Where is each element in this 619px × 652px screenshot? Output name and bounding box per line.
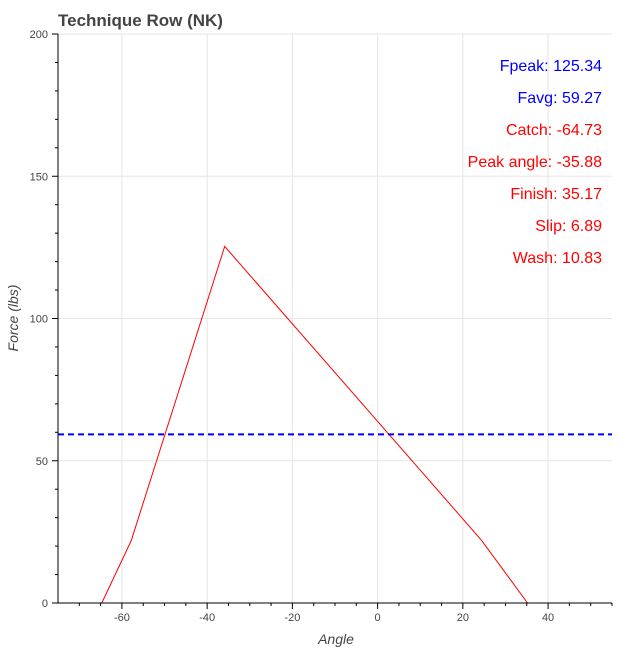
y-axis-label: Force (lbs) — [5, 285, 21, 352]
y-tick-label: 200 — [30, 29, 48, 41]
force-curve-line — [101, 245, 528, 604]
x-tick-label: 20 — [457, 612, 469, 624]
annotation-label: Peak angle: -35.88 — [468, 154, 602, 171]
y-tick-label: 0 — [42, 598, 48, 610]
annotation-label: Fpeak: 125.34 — [500, 58, 602, 75]
y-tick-label: 150 — [30, 171, 48, 183]
annotation-label: Wash: 10.83 — [513, 250, 602, 267]
x-tick-label: -20 — [284, 612, 300, 624]
x-tick-label: -40 — [199, 612, 215, 624]
grid — [58, 33, 612, 604]
y-tick-label: 50 — [36, 456, 48, 468]
y-tick-label: 100 — [30, 314, 48, 326]
x-tick-label: 0 — [375, 612, 381, 624]
annotation-label: Slip: 6.89 — [535, 218, 602, 235]
series-layer — [58, 245, 612, 604]
annotation-label: Catch: -64.73 — [506, 122, 602, 139]
x-axis-label: Angle — [317, 631, 354, 647]
x-tick-label: 40 — [542, 612, 554, 624]
x-tick-label: -60 — [114, 612, 130, 624]
annotation-label: Finish: 35.17 — [510, 186, 602, 203]
chart-title: Technique Row (NK) — [58, 11, 223, 30]
axes: -60 -40 -20 0 20 40 0 50 100 150 200 — [30, 29, 613, 624]
annotation-label: Favg: 59.27 — [518, 90, 603, 107]
annotations: Fpeak: 125.34 Favg: 59.27 Catch: -64.73 Pea… — [468, 58, 602, 267]
